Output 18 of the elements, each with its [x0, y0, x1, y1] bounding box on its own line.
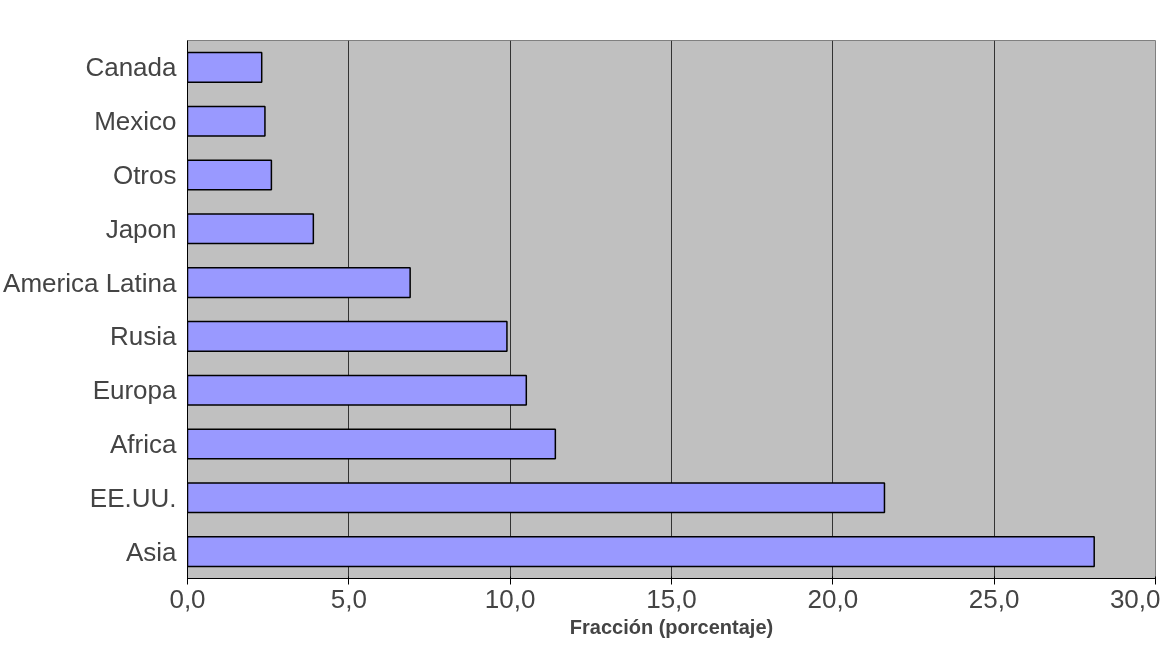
x-tick-label: 0,0	[169, 583, 206, 614]
y-tick-label: EE.UU.	[89, 482, 177, 513]
y-tick-label: Otros	[112, 160, 177, 190]
x-tick-label: 5,0	[330, 583, 367, 614]
x-tick-label: 15,0	[646, 583, 697, 614]
y-tick-label: Europa	[92, 375, 178, 406]
y-tick-label: Canada	[85, 52, 178, 83]
x-axis-title: Fracción (porcentaje)	[569, 615, 774, 638]
x-tick-label: 10,0	[484, 583, 536, 614]
y-tick-label: Rusia	[110, 321, 178, 352]
y-tick-label: Africa	[110, 429, 178, 459]
x-tick-label: 20,0	[807, 583, 859, 614]
y-tick-label: Japon	[105, 213, 177, 244]
y-tick-label: America Latina	[3, 267, 178, 298]
y-tick-label: Mexico	[94, 106, 177, 137]
x-tick-label: 25,0	[968, 583, 1020, 614]
y-tick-label: Asia	[125, 536, 178, 567]
x-tick-label: 30,0	[1109, 583, 1161, 614]
